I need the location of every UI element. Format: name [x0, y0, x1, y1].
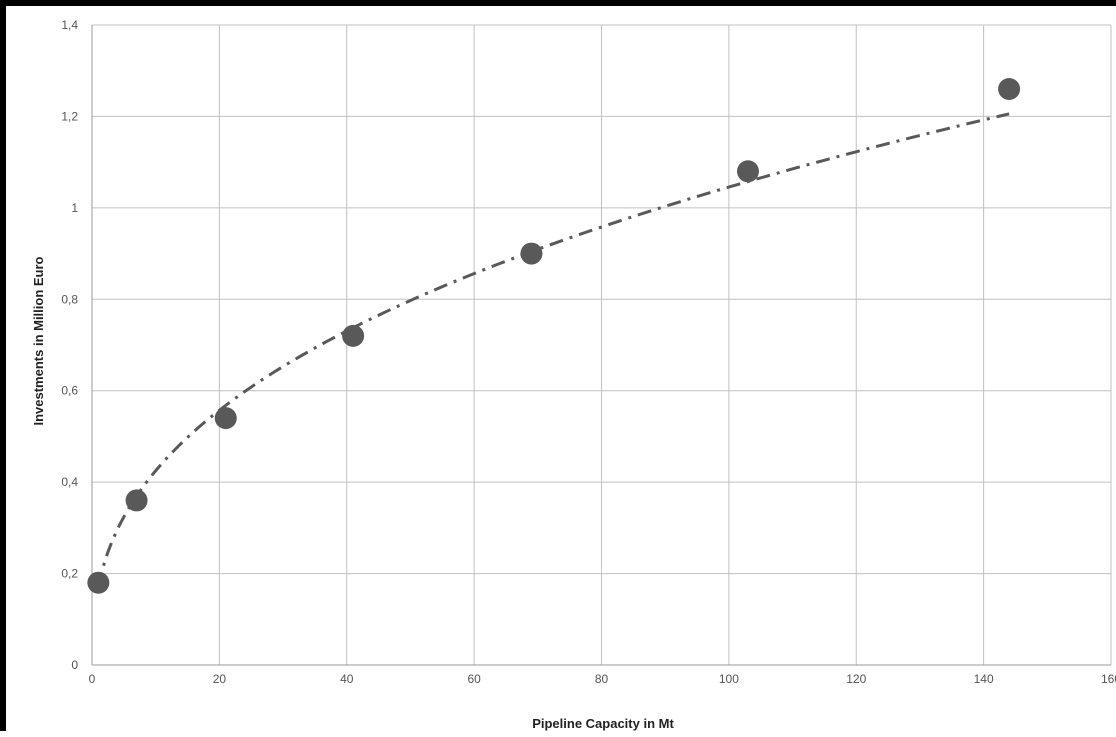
- x-tick-label-5: 100: [719, 672, 739, 686]
- power-trendline: [96, 112, 1010, 587]
- x-tick-label-0: 0: [89, 672, 96, 686]
- y-tick-label-7: 1,4: [61, 18, 78, 32]
- y-tick-label-0: 0: [71, 658, 78, 672]
- data-point-5: [736, 160, 759, 183]
- y-tick-label-6: 1,2: [61, 109, 78, 123]
- y-tick-label-2: 0,4: [61, 475, 78, 489]
- x-tick-label-2: 40: [340, 672, 354, 686]
- y-axis-title: Investments in Million Euro: [31, 256, 46, 425]
- data-point-0: [87, 571, 110, 594]
- data-points: [87, 78, 1021, 594]
- grid-lines: [92, 24, 1112, 665]
- pipeline-investment-chart: 0 20 40 60 80 100 120 140 160 0 0,2 0,4 0,6 0,8 1 1,2 1…: [31, 18, 1116, 731]
- x-tick-label-3: 60: [467, 672, 481, 686]
- y-tick-label-4: 0,8: [61, 292, 78, 306]
- trendline-layer: [96, 112, 1010, 587]
- x-tick-label-8: 160: [1101, 672, 1116, 686]
- x-tick-label-4: 80: [595, 672, 609, 686]
- data-point-2: [214, 407, 237, 430]
- y-tick-label-1: 0,2: [61, 567, 78, 581]
- data-point-1: [125, 489, 148, 512]
- x-tick-label-1: 20: [213, 672, 227, 686]
- data-point-6: [998, 78, 1021, 100]
- data-point-3: [342, 324, 365, 347]
- x-axis-title: Pipeline Capacity in Mt: [532, 716, 674, 731]
- x-tick-labels: 0 20 40 60 80 100 120 140 160: [89, 672, 1116, 686]
- y-tick-label-5: 1: [71, 201, 78, 215]
- y-tick-label-3: 0,6: [61, 384, 78, 398]
- y-tick-labels: 0 0,2 0,4 0,6 0,8 1 1,2 1,4: [61, 18, 78, 672]
- x-tick-label-6: 120: [846, 672, 866, 686]
- data-point-4: [520, 242, 543, 265]
- axes: [91, 25, 1111, 666]
- x-tick-label-7: 140: [974, 672, 994, 686]
